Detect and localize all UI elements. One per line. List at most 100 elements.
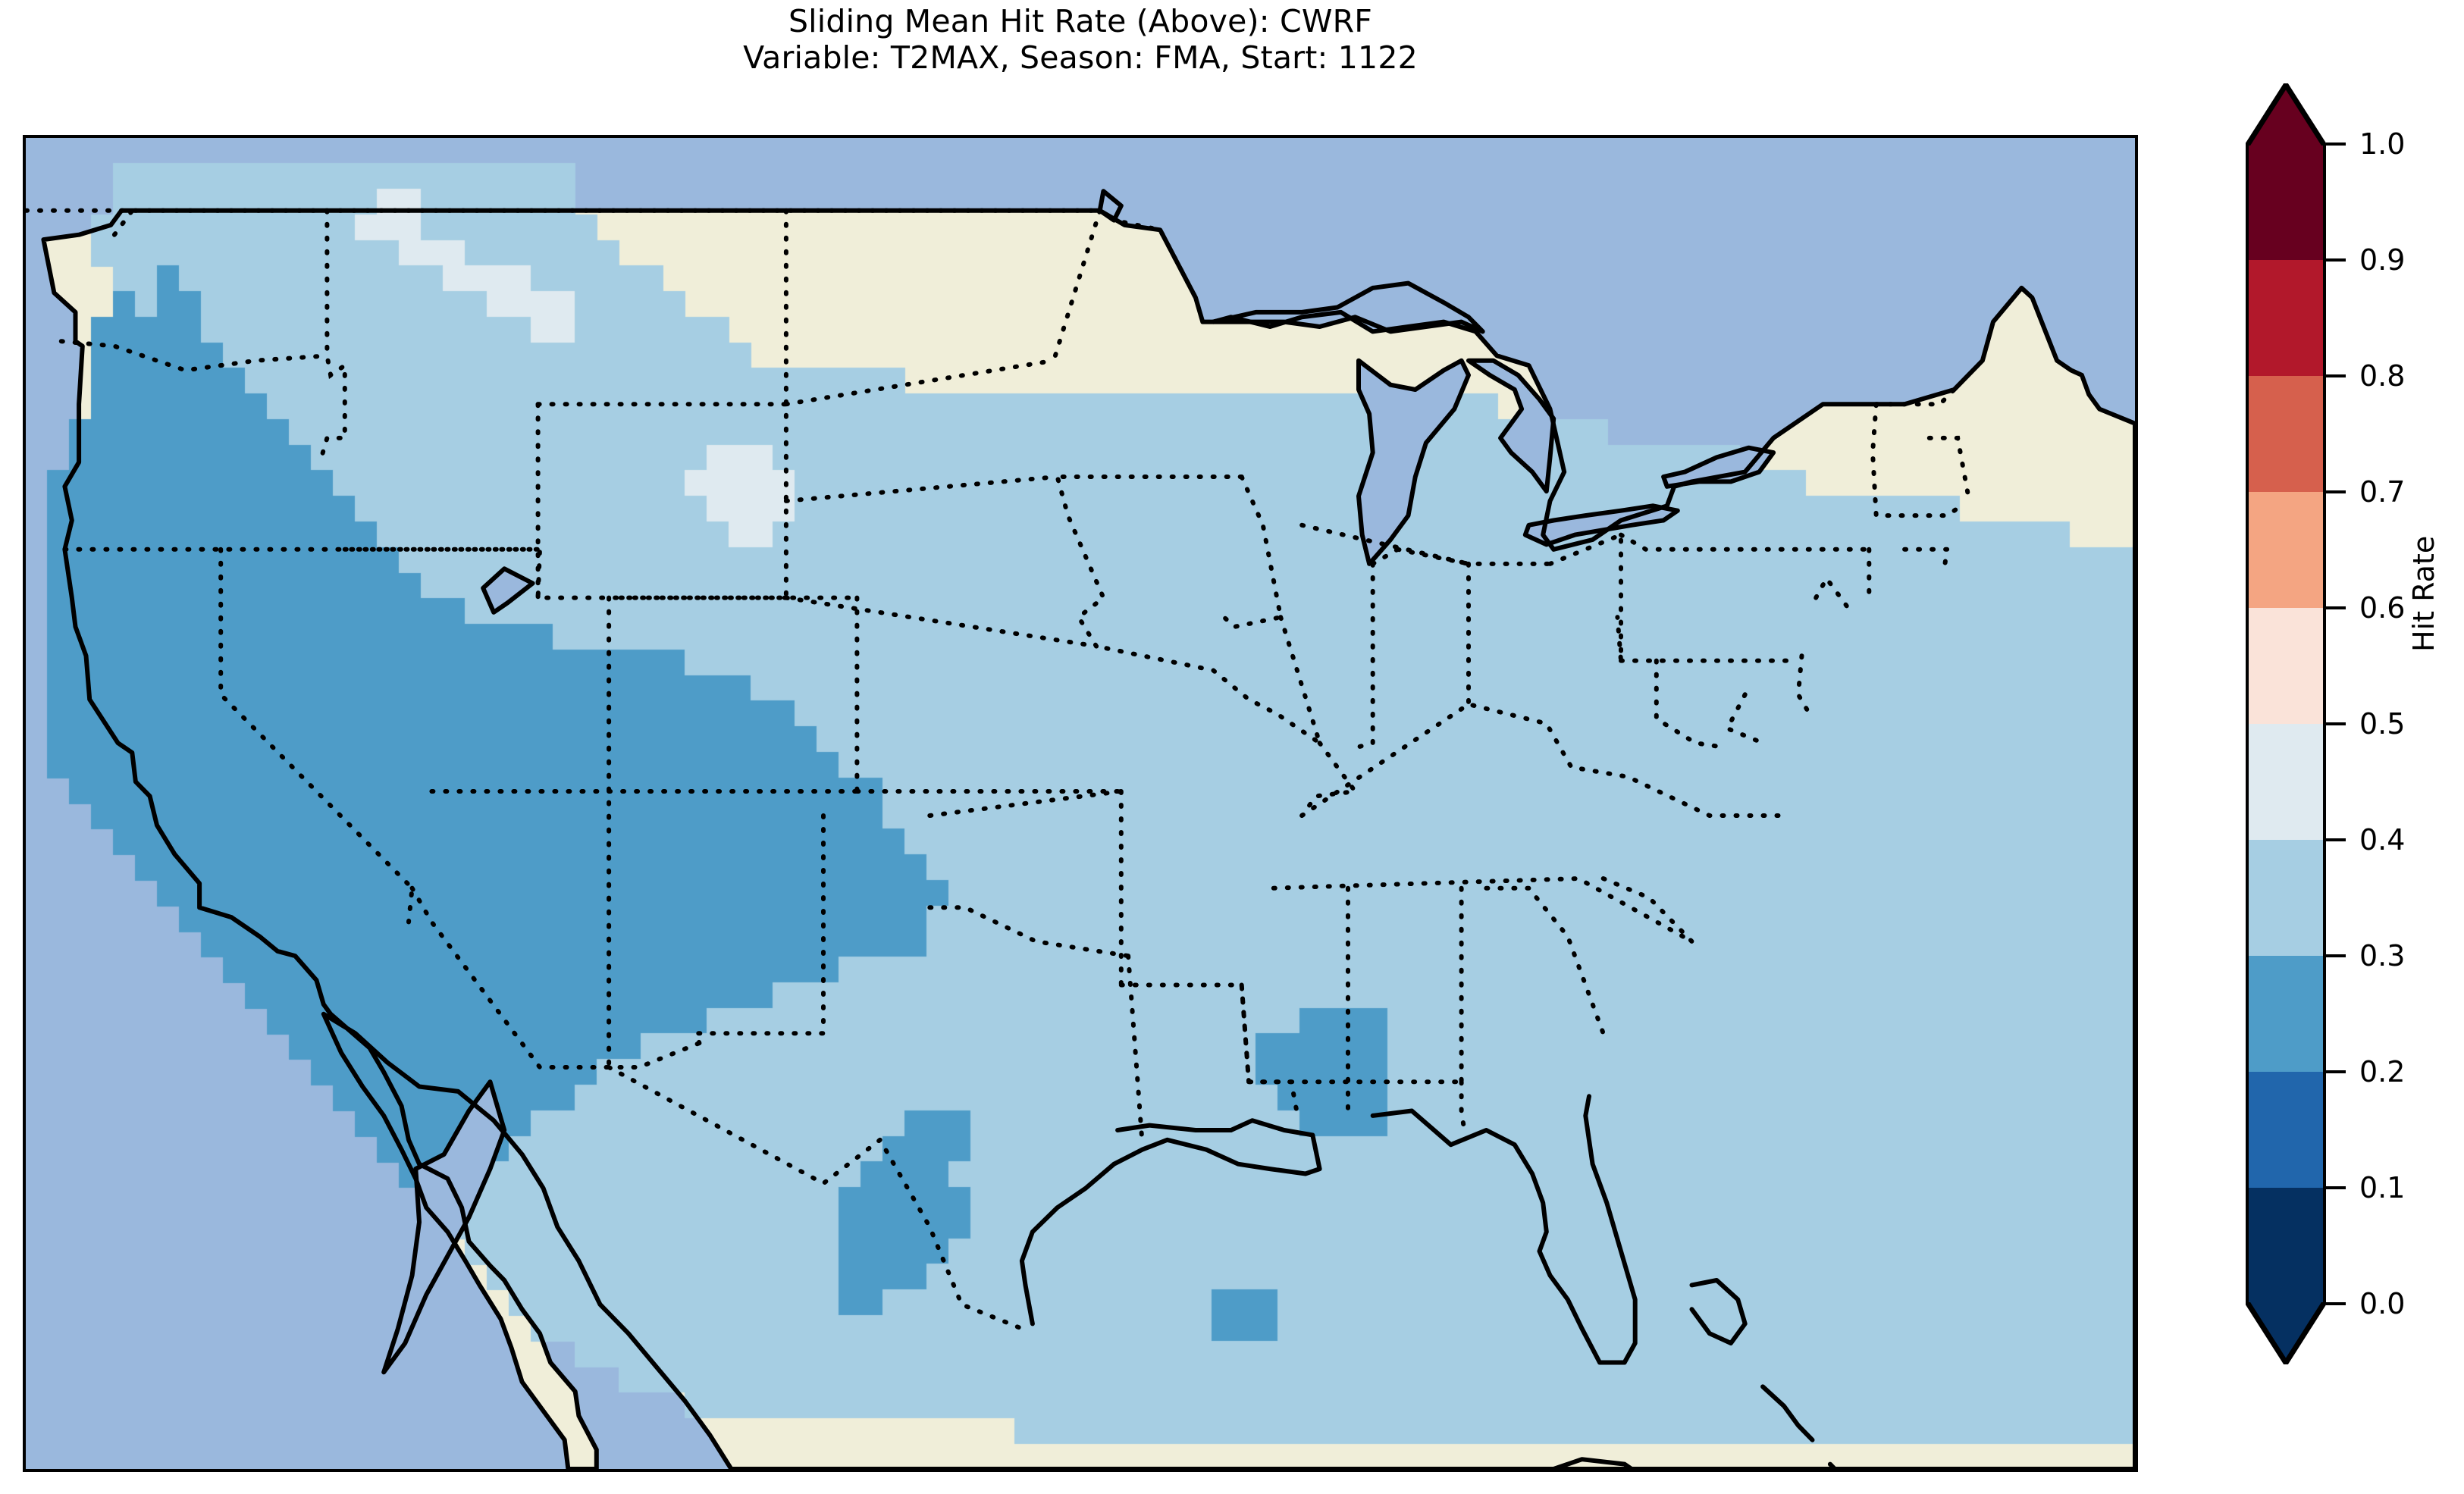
- colorbar-over-arrow: [2246, 83, 2326, 146]
- geo-line: [927, 789, 1124, 818]
- lake-polygon: [1213, 283, 1483, 332]
- state-country-borders: [26, 208, 1971, 1331]
- colorbar-tick-label: 0.5: [2359, 707, 2406, 741]
- geo-line: [783, 358, 1056, 407]
- colorbar-tick: [2326, 606, 2346, 609]
- colorbar-band: [2246, 375, 2326, 492]
- colorbar-bands: [2246, 143, 2326, 1304]
- geo-line: [1094, 615, 1324, 749]
- colorbar-under-arrow: [2246, 1302, 2326, 1364]
- geo-line: [318, 208, 347, 465]
- geo-line: [1827, 1461, 1839, 1469]
- geo-line: [1926, 435, 1971, 499]
- geo-line: [62, 547, 860, 600]
- colorbar-tick-label: 0.1: [2359, 1171, 2406, 1204]
- geo-line: [218, 547, 415, 925]
- geo-polygon: [481, 566, 535, 615]
- geo-line: [1126, 954, 1145, 1148]
- geo-polygon: [381, 1079, 507, 1375]
- geo-line: [1547, 531, 1623, 661]
- colorbar-tick-label: 0.2: [2359, 1055, 2406, 1088]
- geo-line: [58, 339, 330, 373]
- colorbar-tick-label: 0.3: [2359, 939, 2406, 973]
- colorbar-band: [2246, 607, 2326, 724]
- figure-title: Sliding Mean Hit Rate (Above): CWRF: [788, 3, 1373, 39]
- colorbar-band: [2246, 723, 2326, 840]
- geo-line: [1299, 701, 1787, 818]
- colorbar-tick: [2326, 490, 2346, 493]
- geo-line: [1221, 475, 1284, 630]
- geo-line: [1299, 522, 1471, 566]
- colorbar-tick: [2326, 143, 2346, 146]
- colorbar-band: [2246, 955, 2326, 1072]
- colorbar-band: [2246, 259, 2326, 376]
- geo-line: [783, 475, 1060, 503]
- geo-line: [1870, 402, 1964, 518]
- colorbar-tick: [2326, 722, 2346, 725]
- lake-polygon: [1663, 447, 1774, 487]
- colorbar-tick: [2326, 1186, 2346, 1189]
- colorbar-tick: [2326, 1302, 2346, 1305]
- geo-line: [783, 595, 1099, 649]
- geo-polygon: [1522, 503, 1680, 547]
- colorbar-tick-label: 0.4: [2359, 823, 2406, 857]
- colorbar-frame: [2246, 144, 2326, 1304]
- colorbar-ticks: 0.0 0.1 0.2 0.3 0.4 0.5 0.6 0.7 0.8 0.9 1.0: [2326, 127, 2464, 1320]
- geo-line: [1600, 876, 1694, 944]
- colorbar-tick: [2326, 954, 2346, 957]
- geo-line: [111, 208, 135, 237]
- geo-line: [1370, 547, 1400, 566]
- geo-polygon: [1661, 445, 1776, 489]
- lake-polygon: [1359, 360, 1469, 564]
- geo-line: [1459, 1079, 1468, 1138]
- geo-line: [1097, 208, 1198, 300]
- geo-polygon: [1211, 280, 1485, 334]
- colorbar-tick-label: 0.8: [2359, 359, 2406, 393]
- geo-line: [1118, 982, 1464, 1085]
- colorbar-band: [2246, 491, 2326, 608]
- map-inner: [26, 138, 2135, 1469]
- geo-line: [1051, 208, 1102, 363]
- geo-line: [1654, 658, 1730, 750]
- geo-line: [1760, 1384, 1815, 1442]
- geo-line: [1239, 982, 1252, 1085]
- geo-line: [409, 885, 702, 1070]
- geo-line: [1019, 1118, 1322, 1326]
- geo-line: [1370, 1094, 1638, 1365]
- colorbar-tick-label: 0.0: [2359, 1287, 2406, 1320]
- geo-line: [1814, 574, 1854, 615]
- colorbar-tick-label: 0.7: [2359, 475, 2406, 509]
- geo-line: [1299, 741, 1359, 818]
- geo-line: [692, 813, 826, 1046]
- colorbar-band: [2246, 1187, 2326, 1304]
- geo-polygon: [1466, 358, 1556, 494]
- geo-line: [1795, 653, 1815, 722]
- colorbar-tick-label: 0.6: [2359, 591, 2406, 625]
- map-axes: [23, 135, 2138, 1472]
- colorbar-band: [2246, 1071, 2326, 1188]
- colorbar: 0.0 0.1 0.2 0.3 0.4 0.5 0.6 0.7 0.8 0.9 1.0: [2246, 83, 2405, 1364]
- colorbar-tick: [2326, 258, 2346, 262]
- geo-line: [607, 1065, 1024, 1331]
- geo-line: [41, 208, 2135, 1469]
- colorbar-tick-label: 0.9: [2359, 243, 2406, 277]
- hit-rate-raster: [26, 138, 2135, 1469]
- colorbar-band: [2246, 839, 2326, 956]
- geo-line: [1724, 692, 1766, 746]
- colorbar-tick: [2326, 374, 2346, 377]
- figure-subtitle: Variable: T2MAX, Season: FMA, Start: 112…: [743, 39, 1418, 77]
- geo-line: [1902, 547, 1950, 576]
- geo-polygon: [1356, 358, 1471, 566]
- geo-line: [1619, 532, 1872, 552]
- colorbar-band: [2246, 143, 2326, 260]
- geo-line: [1353, 561, 1375, 750]
- colorbar-tick-label: 1.0: [2359, 127, 2406, 161]
- geo-line: [927, 905, 1131, 959]
- geo-line: [1055, 475, 1107, 649]
- geo-line: [1484, 885, 1606, 1036]
- basemap-overlay-layer: [26, 189, 2135, 1469]
- coastlines: [41, 189, 2135, 1469]
- geo-line: [1246, 1079, 1301, 1123]
- colorbar-tick: [2326, 838, 2346, 841]
- geo-line: [1689, 1278, 1748, 1345]
